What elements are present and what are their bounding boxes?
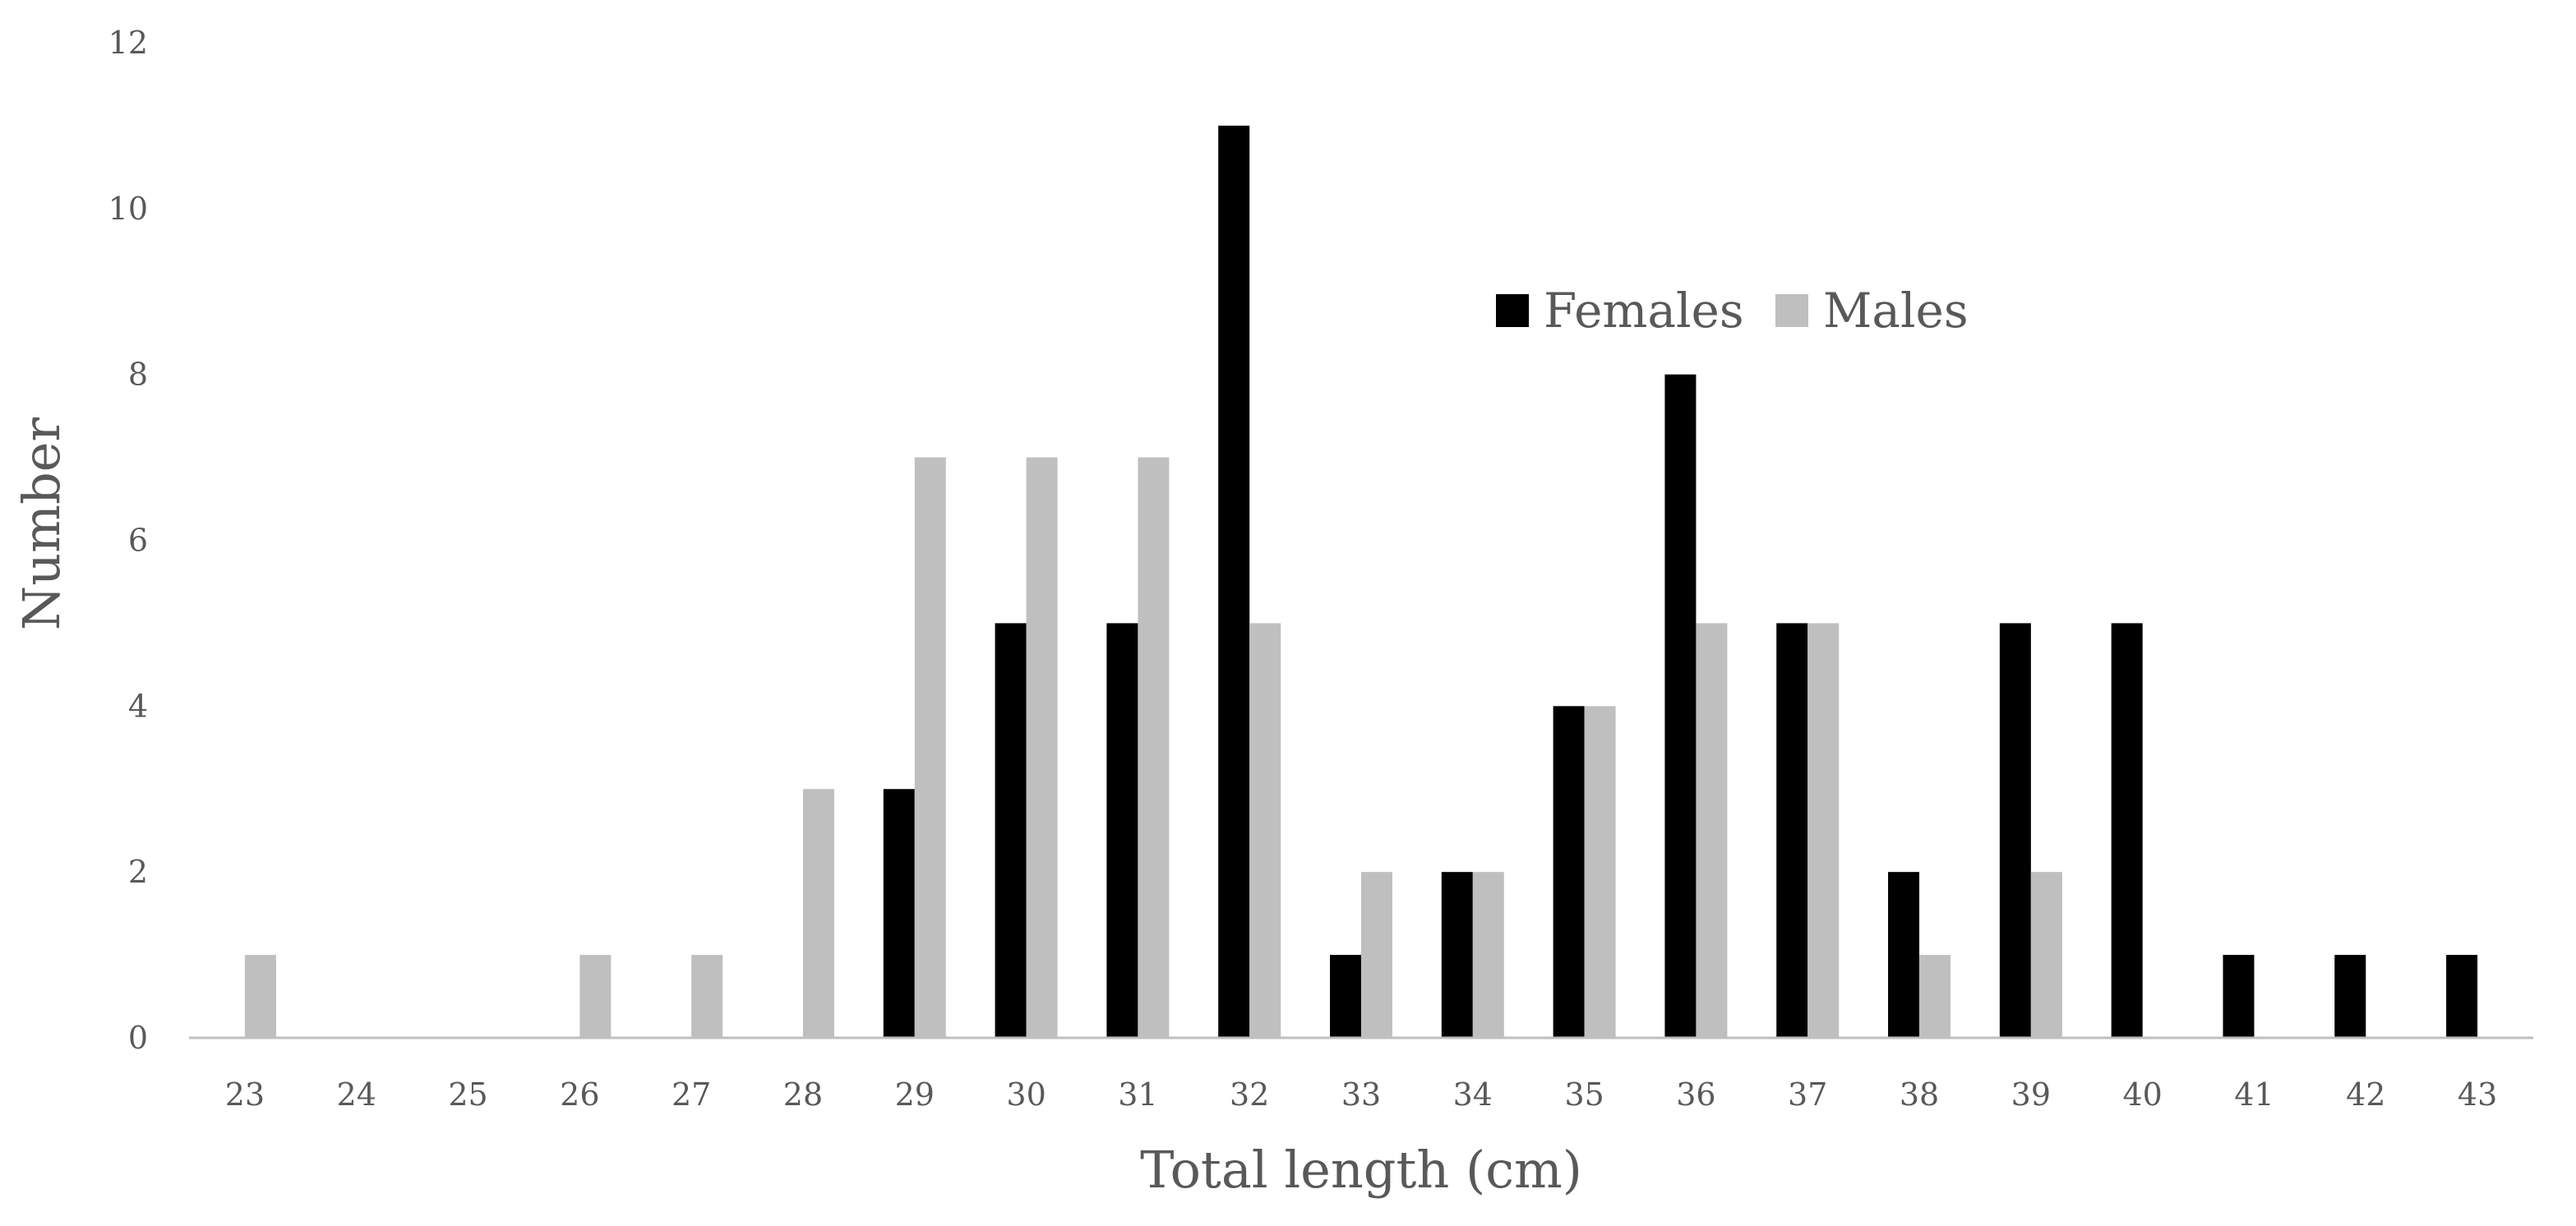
y-tick-label: 10 xyxy=(108,191,148,227)
x-tick-label: 30 xyxy=(1006,1076,1046,1113)
bar-females-39 xyxy=(1999,623,2031,1038)
y-tick-label: 12 xyxy=(108,25,148,61)
x-tick-label: 36 xyxy=(1676,1076,1715,1113)
y-tick-label: 4 xyxy=(128,688,148,724)
legend: Females Males xyxy=(1496,283,1969,339)
bar-males-36 xyxy=(1696,623,1728,1038)
x-tick-label: 27 xyxy=(672,1076,711,1113)
x-axis-title: Total length (cm) xyxy=(1140,1140,1582,1200)
x-tick-label: 33 xyxy=(1341,1076,1381,1113)
x-tick-label: 32 xyxy=(1230,1076,1269,1113)
x-tick-label: 40 xyxy=(2122,1076,2162,1113)
legend-label-males: Males xyxy=(1823,283,1969,339)
bar-males-31 xyxy=(1138,457,1170,1038)
bars xyxy=(244,125,2478,1039)
bar-males-33 xyxy=(1361,872,1392,1038)
x-tick-label: 41 xyxy=(2234,1076,2274,1113)
bar-males-29 xyxy=(914,457,946,1038)
bar-females-43 xyxy=(2446,955,2478,1038)
y-tick-label: 2 xyxy=(128,854,148,890)
y-tick-label: 0 xyxy=(128,1020,148,1056)
bar-males-32 xyxy=(1249,623,1281,1038)
bar-males-35 xyxy=(1584,706,1616,1038)
bar-males-26 xyxy=(579,955,612,1038)
x-tick-label: 31 xyxy=(1118,1076,1157,1113)
y-tick-label: 6 xyxy=(128,523,148,559)
bar-females-38 xyxy=(1888,872,1920,1038)
bar-males-37 xyxy=(1807,623,1840,1038)
y-axis-title: Number xyxy=(12,417,72,630)
x-tick-label: 38 xyxy=(1900,1076,1939,1113)
bar-females-29 xyxy=(883,789,915,1038)
bar-females-31 xyxy=(1106,623,1138,1038)
legend-swatch-males xyxy=(1775,294,1808,327)
bar-males-30 xyxy=(1026,457,1058,1038)
bar-females-32 xyxy=(1218,125,1250,1039)
x-tick-label: 23 xyxy=(225,1076,265,1113)
bar-females-40 xyxy=(2111,623,2143,1038)
bar-females-30 xyxy=(995,623,1027,1038)
x-tick-label: 35 xyxy=(1564,1076,1604,1113)
bar-females-34 xyxy=(1441,872,1473,1038)
bar-males-23 xyxy=(244,955,276,1038)
bar-females-35 xyxy=(1553,706,1585,1038)
bar-males-38 xyxy=(1919,955,1951,1038)
bar-females-36 xyxy=(1664,374,1697,1039)
bar-females-37 xyxy=(1776,623,1808,1038)
x-tick-label: 34 xyxy=(1453,1076,1493,1113)
x-tick-label: 24 xyxy=(337,1076,376,1113)
bar-males-28 xyxy=(802,789,834,1038)
x-tick-label: 37 xyxy=(1788,1076,1827,1113)
x-tick-label: 43 xyxy=(2458,1076,2497,1113)
x-axis-ticks: 23 24 25 26 27 28 29 30 31 32 33 34 35 36 37 38 39 40 41 42… xyxy=(225,1076,2498,1113)
x-tick-label: 26 xyxy=(560,1076,599,1113)
bar-males-27 xyxy=(691,955,723,1038)
bar-females-42 xyxy=(2334,955,2366,1038)
x-tick-label: 28 xyxy=(783,1076,823,1113)
bar-females-41 xyxy=(2223,955,2255,1038)
y-tick-label: 8 xyxy=(128,357,148,393)
y-axis-ticks: 0 2 4 6 8 10 12 xyxy=(108,25,148,1056)
bar-males-39 xyxy=(2030,872,2062,1038)
x-tick-label: 39 xyxy=(2011,1076,2051,1113)
bar-females-33 xyxy=(1330,955,1361,1038)
x-tick-label: 42 xyxy=(2346,1076,2385,1113)
bar-males-34 xyxy=(1472,872,1504,1038)
legend-swatch-females xyxy=(1496,294,1529,327)
legend-label-females: Females xyxy=(1544,283,1744,339)
x-tick-label: 25 xyxy=(448,1076,487,1113)
x-tick-label: 29 xyxy=(895,1076,935,1113)
